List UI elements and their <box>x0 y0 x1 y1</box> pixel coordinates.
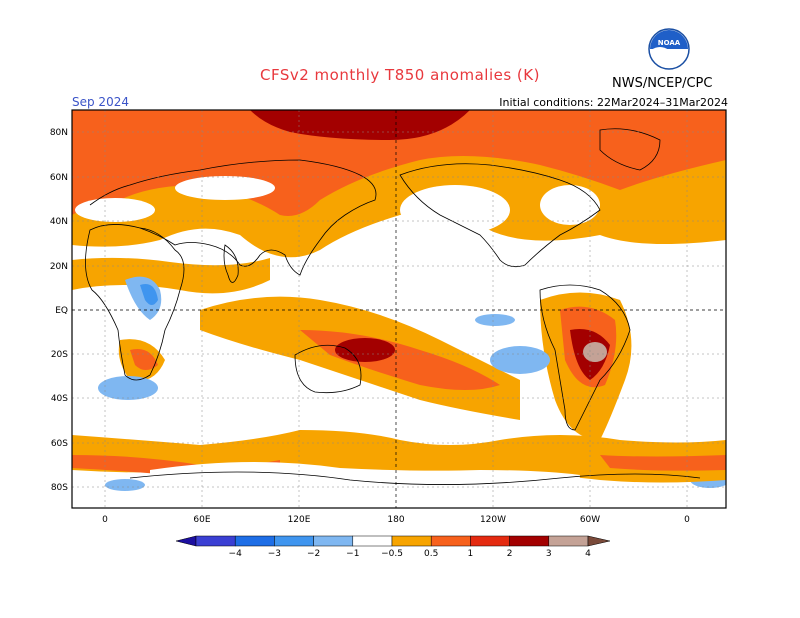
colorbar-label: −2 <box>307 549 320 559</box>
lat-label: 80S <box>51 483 68 493</box>
colorbar: −4 −3 −2 −1 −0.5 0.5 1 2 3 4 <box>175 535 611 559</box>
lat-label: 60S <box>51 439 68 449</box>
colorbar-label: 2 <box>507 549 513 559</box>
colorbar-label: 0.5 <box>424 549 438 559</box>
colorbar-label: −3 <box>268 549 281 559</box>
graticule <box>72 110 726 508</box>
lat-label: 20N <box>50 262 68 272</box>
forecast-period: Sep 2024 <box>72 95 129 109</box>
colorbar-swatch <box>391 535 432 547</box>
map-frame <box>71 109 727 509</box>
lon-label: 0 <box>684 515 690 525</box>
lon-label: 60E <box>193 515 210 525</box>
colorbar-label: −0.5 <box>381 549 403 559</box>
lon-label: 120E <box>288 515 311 525</box>
svg-text:NOAA: NOAA <box>658 39 681 47</box>
colorbar-swatch <box>352 535 393 547</box>
lat-label: 40S <box>51 394 68 404</box>
colorbar-swatch <box>175 535 197 547</box>
anomaly-fields <box>72 110 726 508</box>
colorbar-swatch <box>430 535 471 547</box>
colorbar-label: −1 <box>346 549 359 559</box>
lon-label: 60W <box>580 515 600 525</box>
colorbar-swatch <box>234 535 275 547</box>
initial-conditions: Initial conditions: 22Mar2024–31Mar2024 <box>499 96 728 109</box>
colorbar-label: −4 <box>229 549 243 559</box>
colorbar-label: 4 <box>585 549 591 559</box>
lat-label: 60N <box>50 173 68 183</box>
map-title: CFSv2 monthly T850 anomalies (K) <box>260 66 540 84</box>
lon-label: 180 <box>387 515 404 525</box>
lat-label: 40N <box>50 217 68 227</box>
colorbar-swatch <box>548 535 589 547</box>
colorbar-label: 3 <box>546 549 552 559</box>
latitude-labels: 80N 60N 40N 20N EQ 20S 40S 60S 80S <box>50 128 68 493</box>
agency-label: NWS/NCEP/CPC <box>612 76 713 91</box>
colorbar-label: 1 <box>468 549 474 559</box>
noaa-logo: NOAA <box>648 28 690 70</box>
colorbar-swatch <box>274 535 314 547</box>
lat-label: EQ <box>55 306 68 316</box>
lat-label: 20S <box>51 350 68 360</box>
lat-label: 80N <box>50 128 68 138</box>
colorbar-swatch <box>470 535 510 547</box>
colorbar-swatch <box>313 535 354 547</box>
longitude-labels: 0 60E 120E 180 120W 60W 0 <box>102 515 690 525</box>
lon-label: 0 <box>102 515 108 525</box>
colorbar-swatch <box>195 535 236 547</box>
lon-label: 120W <box>480 515 506 525</box>
colorbar-swatch <box>509 535 550 547</box>
colorbar-swatch <box>587 535 611 547</box>
